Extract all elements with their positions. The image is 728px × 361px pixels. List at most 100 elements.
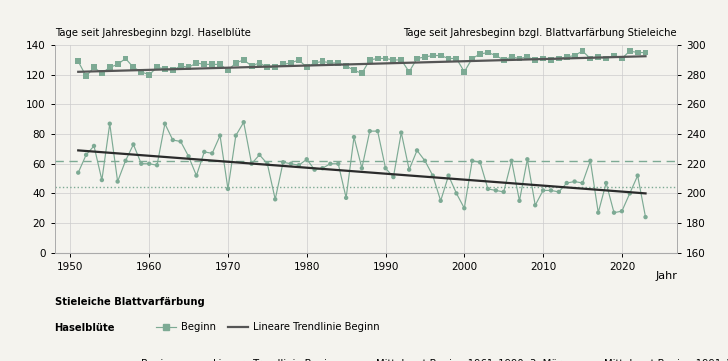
Point: [348, 134, 360, 140]
Point: [474, 51, 486, 57]
Point: [537, 56, 549, 61]
Point: [238, 119, 250, 125]
Point: [112, 61, 124, 67]
Point: [624, 191, 636, 196]
Point: [608, 53, 620, 58]
Point: [269, 196, 281, 202]
Point: [285, 60, 297, 66]
Point: [553, 56, 565, 61]
Point: [230, 133, 242, 139]
Point: [167, 68, 178, 73]
Point: [372, 56, 384, 61]
Text: Tage seit Jahresbeginn bzgl. Haselblüte: Tage seit Jahresbeginn bzgl. Haselblüte: [55, 28, 250, 38]
Point: [459, 69, 470, 75]
Point: [127, 65, 139, 70]
Point: [159, 66, 171, 72]
Point: [340, 63, 352, 69]
Point: [545, 188, 557, 193]
Point: [206, 151, 218, 156]
Point: [206, 61, 218, 67]
Point: [608, 210, 620, 216]
Point: [199, 61, 210, 67]
Point: [214, 61, 226, 67]
Point: [301, 65, 312, 70]
Point: [490, 53, 502, 58]
Point: [593, 54, 604, 60]
Point: [143, 161, 155, 167]
Point: [506, 54, 518, 60]
Point: [119, 56, 131, 61]
Point: [104, 121, 116, 127]
Point: [601, 180, 612, 186]
Point: [451, 56, 462, 61]
Point: [577, 48, 588, 54]
Point: [459, 205, 470, 211]
Point: [529, 57, 541, 63]
Text: Stieleiche Blattvarfärbung: Stieleiche Blattvarfärbung: [55, 297, 205, 307]
Point: [230, 60, 242, 66]
Point: [601, 56, 612, 61]
Point: [482, 50, 494, 56]
Point: [222, 68, 234, 73]
Point: [127, 142, 139, 147]
Point: [151, 65, 163, 70]
Point: [135, 161, 147, 167]
Point: [175, 139, 186, 144]
Point: [333, 60, 344, 66]
Point: [569, 53, 580, 58]
Point: [435, 198, 446, 204]
Point: [285, 161, 297, 167]
Point: [261, 65, 273, 70]
Point: [616, 56, 628, 61]
Point: [640, 50, 652, 56]
Point: [380, 56, 392, 61]
Point: [387, 57, 399, 63]
Point: [474, 159, 486, 165]
Point: [340, 195, 352, 201]
Text: Haselblüte: Haselblüte: [55, 323, 115, 333]
Point: [419, 54, 431, 60]
Point: [640, 214, 652, 220]
Point: [427, 173, 438, 178]
Point: [253, 152, 265, 158]
Point: [183, 153, 194, 159]
Point: [387, 174, 399, 180]
Point: [372, 128, 384, 134]
Point: [364, 57, 376, 63]
Point: [451, 191, 462, 196]
Point: [585, 56, 596, 61]
Point: [135, 69, 147, 75]
Point: [443, 56, 454, 61]
Point: [427, 53, 438, 58]
Point: [624, 48, 636, 54]
Point: [246, 161, 258, 167]
Point: [183, 65, 194, 70]
Point: [356, 165, 368, 171]
Point: [521, 54, 533, 60]
Point: [403, 69, 415, 75]
Legend: Beginn, Lineare Trendlinie Beginn, Mittelwert Beginn 1961–1990: 3. März, Mittelw: Beginn, Lineare Trendlinie Beginn, Mitte…: [116, 360, 728, 361]
Point: [411, 56, 423, 61]
Point: [616, 208, 628, 214]
Point: [632, 50, 644, 56]
Point: [419, 158, 431, 164]
Point: [593, 210, 604, 216]
Point: [175, 63, 186, 69]
Point: [411, 148, 423, 153]
Point: [191, 173, 202, 178]
Point: [191, 60, 202, 66]
Point: [435, 53, 446, 58]
Point: [159, 121, 171, 127]
Point: [96, 177, 108, 183]
Point: [498, 57, 510, 63]
Point: [632, 173, 644, 178]
Point: [356, 70, 368, 76]
Point: [317, 58, 328, 64]
Point: [514, 198, 526, 204]
Point: [561, 54, 572, 60]
Point: [119, 158, 131, 164]
Point: [88, 143, 100, 149]
Point: [293, 162, 305, 168]
Point: [151, 162, 163, 168]
Point: [253, 60, 265, 66]
